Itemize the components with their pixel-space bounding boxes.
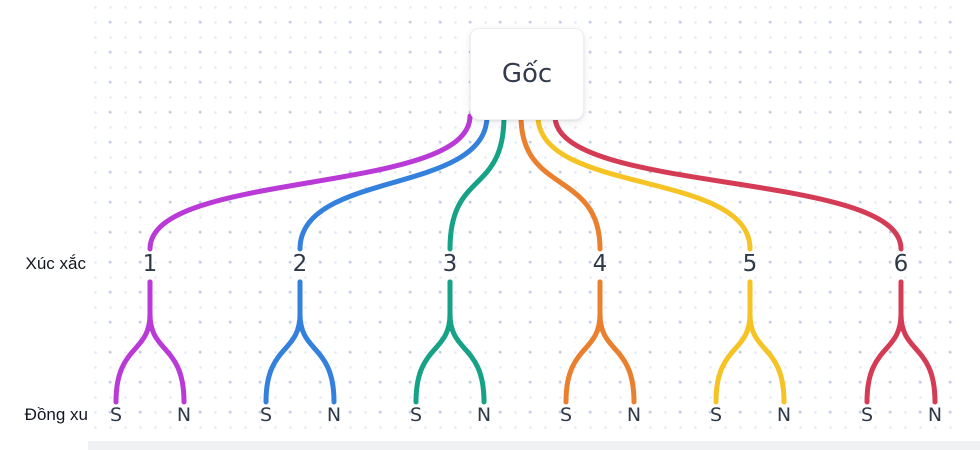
root-node-label: Gốc xyxy=(501,59,553,89)
coin-node-6-S: S xyxy=(860,404,874,426)
row-label-coin: Đồng xu xyxy=(24,405,88,424)
dice-node-5: 5 xyxy=(742,251,758,277)
canvas-right-margin xyxy=(953,0,980,440)
dice-node-6: 6 xyxy=(893,251,909,277)
coin-node-6-N: N xyxy=(927,404,943,426)
coin-node-3-N: N xyxy=(476,404,492,426)
row-label-dice: Xúc xắc xyxy=(25,254,86,273)
coin-node-1-S: S xyxy=(109,404,123,426)
dice-node-4: 4 xyxy=(592,251,608,277)
coin-node-1-N: N xyxy=(176,404,192,426)
dice-node-1: 1 xyxy=(142,251,158,277)
coin-node-5-N: N xyxy=(776,404,792,426)
coin-node-5-S: S xyxy=(709,404,723,426)
coin-node-2-N: N xyxy=(326,404,342,426)
coin-node-3-S: S xyxy=(409,404,423,426)
coin-node-4-S: S xyxy=(559,404,573,426)
root-node: Gốc xyxy=(470,28,584,120)
coin-node-4-N: N xyxy=(626,404,642,426)
dice-node-2: 2 xyxy=(292,251,308,277)
dice-node-3: 3 xyxy=(442,251,458,277)
coin-node-2-S: S xyxy=(259,404,273,426)
canvas-bottom-edge xyxy=(88,441,980,450)
